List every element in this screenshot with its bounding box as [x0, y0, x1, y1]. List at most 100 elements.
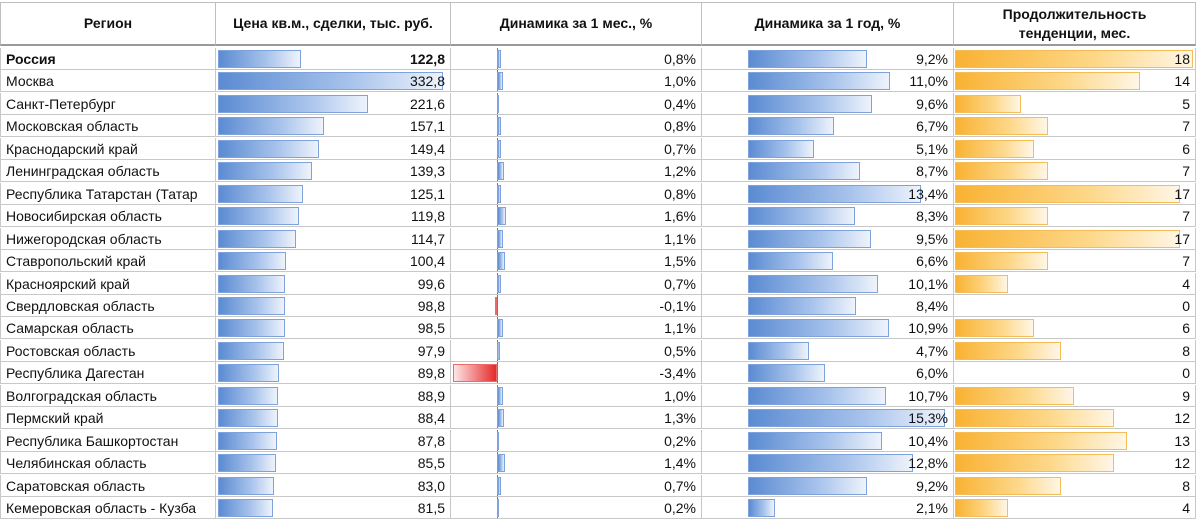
month-cell: 0,8% [451, 48, 702, 70]
year-change-bar [748, 431, 882, 450]
year-change-bar [748, 364, 825, 383]
year-change-bar [748, 162, 860, 181]
price-cell: 332,8 [216, 70, 451, 93]
dur-cell: 8 [954, 339, 1196, 362]
month-change-value: 1,1% [664, 230, 696, 247]
year-change-value: 2,1% [916, 500, 948, 516]
table-row: Саратовская область 83,0 0,7% 9,2% 8 [0, 474, 1200, 497]
trend-duration-bar [955, 94, 1021, 113]
month-change-bar-negative [495, 296, 497, 315]
price-value: 332,8 [409, 73, 445, 90]
year-change-value: 10,1% [908, 275, 948, 292]
year-change-value: 11,0% [909, 73, 948, 90]
price-cell: 149,4 [216, 137, 451, 160]
dur-cell: 0 [954, 294, 1196, 317]
year-cell: 10,7% [702, 384, 954, 407]
month-cell: 1,5% [451, 250, 702, 273]
table-row: Московская область 157,1 0,8% 6,7% 7 [0, 115, 1200, 138]
month-change-bar [497, 252, 505, 271]
month-cell: 0,2% [451, 429, 702, 452]
price-cell: 119,8 [216, 205, 451, 228]
year-change-bar [748, 50, 867, 68]
month-change-bar [497, 72, 503, 91]
month-cell: -3,4% [451, 362, 702, 385]
trend-duration-value: 17 [1174, 185, 1190, 202]
month-change-value: 0,4% [664, 95, 696, 112]
table-row: Республика Башкортостан 87,8 0,2% 10,4% 13 [0, 429, 1200, 452]
table-row: Волгоградская область 88,9 1,0% 10,7% 9 [0, 384, 1200, 407]
year-cell: 10,1% [702, 272, 954, 295]
price-cell: 88,9 [216, 384, 451, 407]
price-value: 87,8 [417, 432, 445, 449]
month-change-bar [497, 274, 501, 293]
month-change-bar [497, 341, 500, 360]
year-change-value: 9,2% [916, 477, 948, 494]
trend-duration-bar [955, 184, 1180, 203]
month-cell: -0,1% [451, 294, 702, 317]
year-change-bar [748, 94, 872, 113]
trend-duration-value: 4 [1182, 500, 1190, 516]
trend-duration-bar [955, 454, 1114, 473]
month-change-bar [497, 50, 501, 68]
trend-duration-bar [955, 229, 1180, 248]
price-bar [218, 409, 278, 428]
year-change-bar [748, 409, 945, 428]
year-change-value: 10,9% [908, 320, 948, 337]
header-trend-duration: Продолжительность тенденции, мес. [954, 2, 1196, 46]
price-value: 100,4 [409, 253, 445, 270]
year-cell: 5,1% [702, 137, 954, 160]
year-change-value: 6,7% [916, 118, 948, 135]
month-change-bar [497, 139, 501, 158]
region-cell: Республика Башкортостан [0, 429, 216, 452]
price-bar [218, 252, 286, 271]
table-row: Санкт-Петербург 221,6 0,4% 9,6% 5 [0, 92, 1200, 115]
trend-duration-bar [955, 431, 1127, 450]
header-region: Регион [0, 2, 216, 46]
table-row: Пермский край 88,4 1,3% 15,3% 12 [0, 407, 1200, 430]
dur-cell: 5 [954, 92, 1196, 115]
month-cell: 1,3% [451, 407, 702, 430]
dur-cell: 4 [954, 497, 1196, 519]
price-cell: 81,5 [216, 497, 451, 519]
year-change-value: 12,8% [908, 455, 948, 472]
month-cell: 1,4% [451, 452, 702, 475]
year-change-value: 6,6% [916, 253, 948, 270]
trend-duration-value: 12 [1174, 410, 1190, 427]
price-bar [218, 364, 279, 383]
month-change-bar [497, 409, 504, 428]
price-bar [218, 229, 296, 248]
year-change-bar [748, 296, 856, 315]
month-cell: 0,5% [451, 339, 702, 362]
year-cell: 6,7% [702, 115, 954, 138]
price-value: 125,1 [409, 185, 445, 202]
month-cell: 0,4% [451, 92, 702, 115]
year-change-value: 9,2% [916, 51, 948, 67]
year-cell: 6,0% [702, 362, 954, 385]
trend-duration-value: 7 [1182, 118, 1190, 135]
year-change-value: 10,4% [908, 432, 948, 449]
year-change-bar [748, 386, 886, 405]
dur-cell: 18 [954, 48, 1196, 70]
price-bar [218, 50, 301, 68]
price-value: 119,8 [411, 208, 445, 225]
month-change-bar [497, 476, 501, 495]
price-value: 122,8 [409, 51, 445, 67]
region-cell: Волгоградская область [0, 384, 216, 407]
price-bar [218, 184, 303, 203]
month-cell: 1,0% [451, 70, 702, 93]
month-cell: 1,2% [451, 160, 702, 183]
price-cell: 97,9 [216, 339, 451, 362]
month-cell: 1,0% [451, 384, 702, 407]
price-bar [218, 431, 277, 450]
dur-cell: 6 [954, 317, 1196, 340]
dur-cell: 6 [954, 137, 1196, 160]
price-value: 89,8 [417, 365, 445, 382]
price-cell: 85,5 [216, 452, 451, 475]
year-change-bar [748, 184, 921, 203]
month-change-bar [497, 117, 501, 136]
trend-duration-value: 5 [1182, 95, 1190, 112]
year-change-bar [748, 117, 834, 136]
dur-cell: 12 [954, 452, 1196, 475]
region-cell: Нижегородская область [0, 227, 216, 250]
price-value: 88,4 [417, 410, 445, 427]
